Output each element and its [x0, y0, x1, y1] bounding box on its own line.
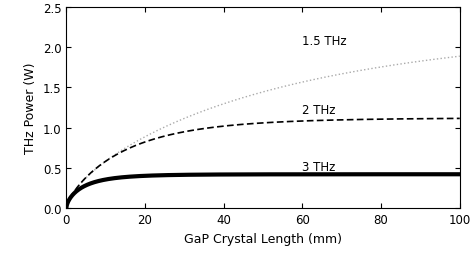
- Y-axis label: THz Power (W): THz Power (W): [24, 62, 37, 153]
- X-axis label: GaP Crystal Length (mm): GaP Crystal Length (mm): [184, 232, 342, 245]
- Text: 3 THz: 3 THz: [302, 160, 336, 173]
- Text: 1.5 THz: 1.5 THz: [302, 35, 347, 48]
- Text: 2 THz: 2 THz: [302, 104, 336, 117]
